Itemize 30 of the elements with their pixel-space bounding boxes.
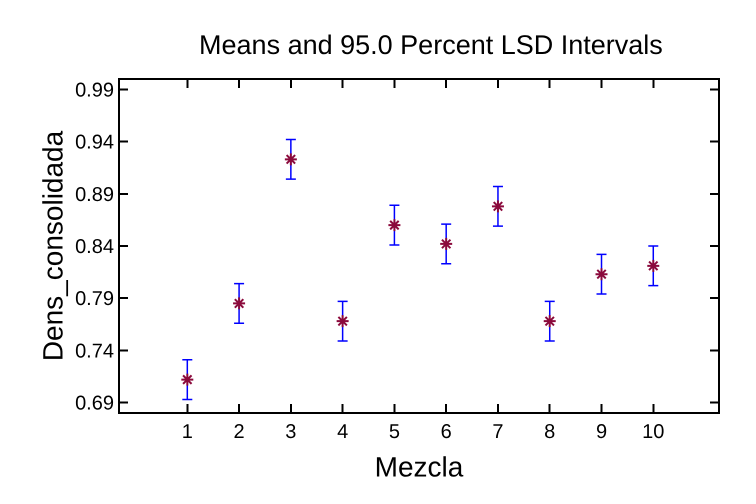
y-tick-label: 0.89 <box>75 184 114 206</box>
y-tick-label: 0.99 <box>75 79 114 102</box>
point <box>336 314 350 328</box>
x-tick-label: 4 <box>337 421 348 443</box>
point <box>232 296 246 310</box>
y-tick-label: 0.84 <box>75 236 114 258</box>
x-tick-label: 6 <box>440 421 452 443</box>
point <box>439 236 454 251</box>
x-tick-label: 10 <box>642 421 664 443</box>
point <box>646 258 660 273</box>
y-tick-label: 0.74 <box>75 340 114 362</box>
x-tick-label: 7 <box>492 421 504 443</box>
x-tick-label: 3 <box>285 421 296 443</box>
point <box>284 152 298 166</box>
point <box>490 199 505 214</box>
x-tick-label: 9 <box>596 421 608 443</box>
y-axis-title: Dens_consolidada <box>37 130 68 362</box>
point <box>542 314 557 328</box>
x-axis-title: Mezcla <box>374 452 464 483</box>
x-tick-label: 5 <box>388 421 400 443</box>
point <box>594 267 609 282</box>
x-tick-label: 1 <box>182 421 193 443</box>
y-tick-label: 0.69 <box>75 392 114 415</box>
chart-title: Means and 95.0 Percent LSD Intervals <box>199 30 663 60</box>
x-tick-label: 8 <box>544 421 556 443</box>
point <box>387 218 402 232</box>
y-tick-label: 0.79 <box>75 288 114 310</box>
x-tick-label: 2 <box>234 421 245 443</box>
point <box>180 372 194 387</box>
y-tick-label: 0.94 <box>75 132 114 154</box>
